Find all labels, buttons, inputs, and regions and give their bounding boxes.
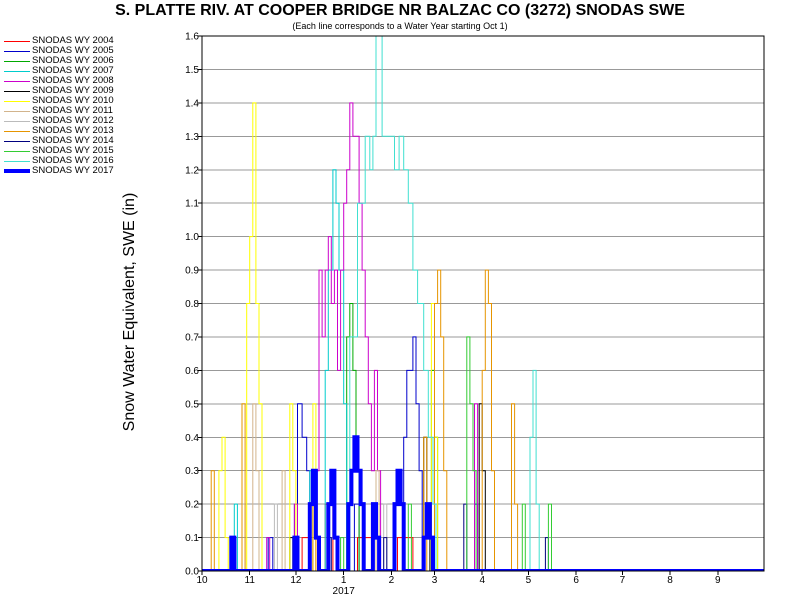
y-tick-label: 1.5 [185,65,199,76]
legend-label: SNODAS WY 2015 [32,145,114,156]
legend-item: SNODAS WY 2004 [4,36,134,46]
y-tick-label: 0.6 [185,366,199,377]
x-tick-label: 3 [432,575,438,586]
legend-swatch [4,169,30,173]
y-tick-label: 0.1 [185,533,199,544]
legend-swatch [4,70,30,72]
legend-swatch [4,140,30,142]
legend-swatch [4,160,30,162]
legend-swatch [4,100,30,102]
legend-item: SNODAS WY 2016 [4,156,134,166]
legend-label: SNODAS WY 2010 [32,95,114,106]
legend-label: SNODAS WY 2011 [32,105,113,116]
x-tick-label: 11 [245,575,256,586]
series-line [202,102,764,571]
series-line [202,336,764,571]
x-tick-label: 12 [290,575,302,586]
y-tick-label: 0.2 [185,500,199,511]
legend-label: SNODAS WY 2016 [32,155,114,166]
legend-swatch [4,50,30,52]
y-tick-label: 1.4 [185,98,199,109]
chart-title: S. PLATTE RIV. AT COOPER BRIDGE NR BALZA… [115,2,685,19]
y-tick-label: 0.5 [185,399,199,410]
y-tick-label: 0.9 [185,266,199,277]
legend-swatch [4,90,30,92]
series-line [202,403,764,571]
x-year-label: 2017 [333,586,356,597]
x-tick-label: 7 [620,575,626,586]
legend-label: SNODAS WY 2017 [32,165,114,176]
legend-item: SNODAS WY 2006 [4,56,134,66]
legend-label: SNODAS WY 2004 [32,35,114,46]
legend-item: SNODAS WY 2014 [4,136,134,146]
series-line [202,102,764,571]
legend-swatch [4,130,30,132]
x-tick-label: 10 [196,575,208,586]
y-tick-label: 0.0 [185,567,199,578]
x-tick-label: 9 [715,575,721,586]
legend-item: SNODAS WY 2008 [4,76,134,86]
legend-swatch [4,110,30,112]
legend-label: SNODAS WY 2008 [32,75,114,86]
series-line [202,403,764,571]
legend-label: SNODAS WY 2009 [32,85,114,96]
legend: SNODAS WY 2004 SNODAS WY 2005 SNODAS WY 20… [4,36,134,176]
legend-item: SNODAS WY 2015 [4,146,134,156]
y-tick-label: 1.0 [185,232,199,243]
legend-swatch [4,80,30,82]
x-tick-label: 1 [341,575,347,586]
chart-subtitle: (Each line corresponds to a Water Year s… [292,21,508,31]
x-tick-label: 8 [667,575,673,586]
series-line [202,435,764,571]
y-tick-label: 1.2 [185,165,199,176]
series-line [202,336,764,571]
legend-label: SNODAS WY 2012 [32,115,114,126]
y-tick-label: 0.7 [185,332,199,343]
legend-swatch [4,60,30,62]
legend-item: SNODAS WY 2005 [4,46,134,56]
series-group [202,36,764,571]
series-line [202,36,764,571]
y-tick-label: 0.3 [185,466,199,477]
x-tick-label: 6 [573,575,579,586]
legend-swatch [4,150,30,152]
series-line [202,503,764,571]
legend-label: SNODAS WY 2014 [32,135,114,146]
legend-item: SNODAS WY 2010 [4,96,134,106]
y-tick-label: 1.1 [185,199,199,210]
y-tick-label: 1.6 [185,32,199,43]
x-tick-label: 5 [526,575,532,586]
y-tick-label: 1.3 [185,132,199,143]
y-tick-label: 0.4 [185,433,199,444]
x-tick-label: 4 [479,575,485,586]
x-tick-label: 2 [389,575,395,586]
legend-label: SNODAS WY 2006 [32,55,114,66]
legend-swatch [4,120,30,122]
legend-item: SNODAS WY 2013 [4,126,134,136]
y-tick-label: 0.8 [185,299,199,310]
legend-item: SNODAS WY 2009 [4,86,134,96]
legend-label: SNODAS WY 2005 [32,45,114,56]
legend-label: SNODAS WY 2013 [32,125,114,136]
legend-item: SNODAS WY 2011 [4,106,134,116]
legend-swatch [4,40,30,42]
legend-item: SNODAS WY 2017 [4,166,134,176]
legend-item: SNODAS WY 2007 [4,66,134,76]
series-line [202,269,764,571]
legend-item: SNODAS WY 2012 [4,116,134,126]
legend-label: SNODAS WY 2007 [32,65,114,76]
